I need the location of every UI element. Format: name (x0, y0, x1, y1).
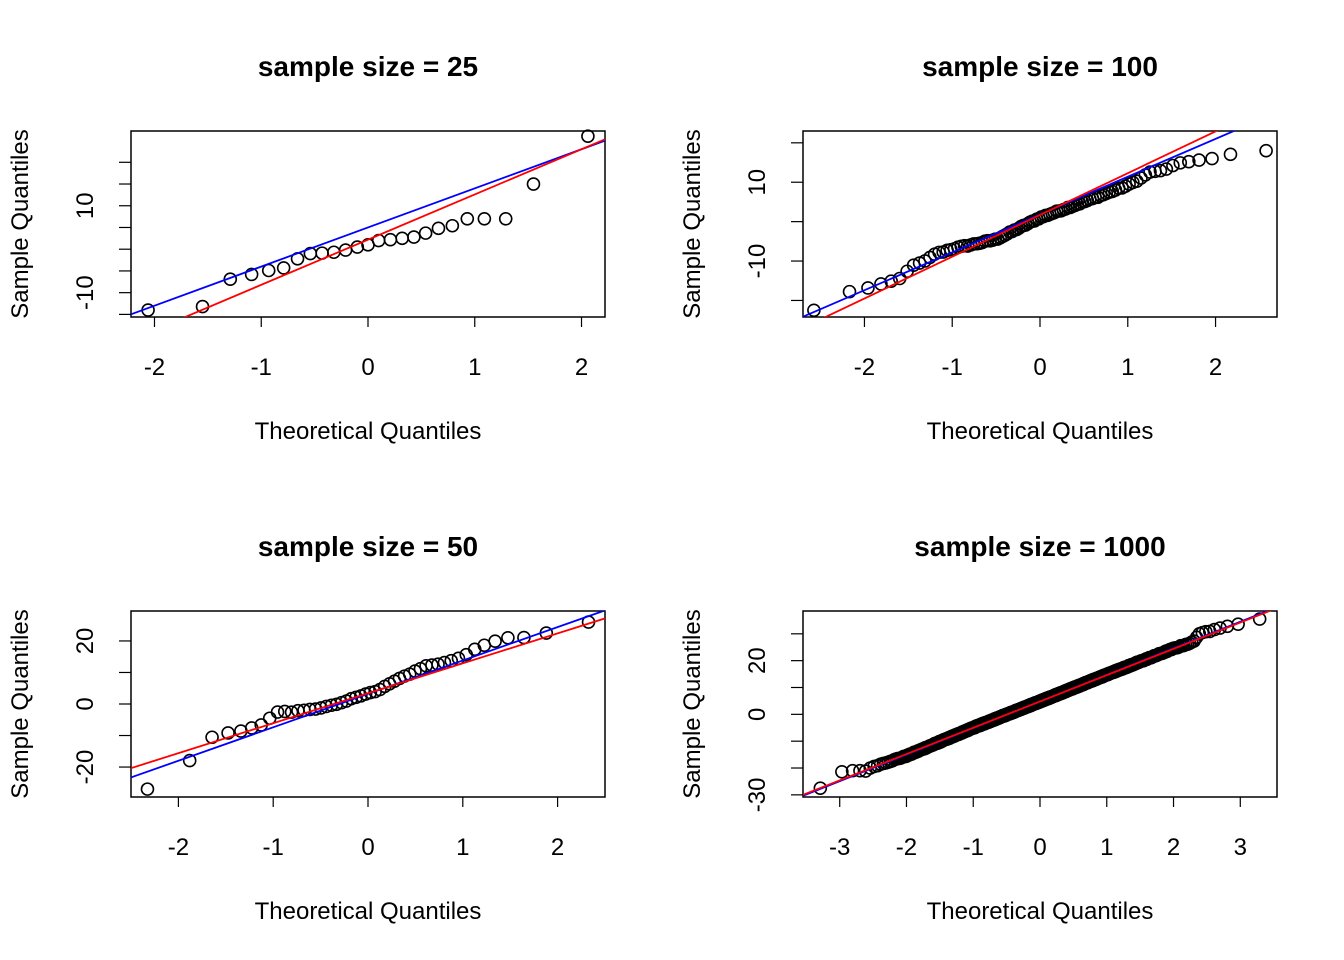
qq-panel-n100: sample size = 100 Theoretical Quantiles … (679, 51, 1278, 445)
data-point (140, 782, 155, 796)
x-tick-label: -2 (854, 354, 875, 381)
data-point (906, 258, 921, 273)
plot-frame (802, 130, 1278, 318)
data-point (1192, 153, 1206, 167)
data-point (498, 211, 513, 226)
x-tick-label: -3 (829, 834, 850, 861)
y-tick-label: -10 (72, 275, 99, 310)
red-line (823, 131, 1219, 317)
x-axis-label: Theoretical Quantiles (927, 898, 1154, 925)
data-point (445, 218, 460, 233)
y-tick-label: 0 (744, 708, 771, 721)
data-point (835, 764, 849, 779)
x-tick-label: 2 (551, 834, 564, 861)
data-point (581, 129, 595, 144)
data-point (182, 753, 197, 768)
data-point (861, 281, 875, 295)
x-axis-label: Theoretical Quantiles (255, 418, 482, 445)
data-point (526, 177, 541, 191)
plot-frame (802, 610, 1278, 798)
y-tick-label: 20 (72, 628, 99, 655)
x-tick-label: 1 (468, 354, 481, 381)
blue-line (131, 139, 605, 316)
y-axis-label: Sample Quantiles (7, 129, 34, 318)
y-tick-label: 20 (744, 647, 771, 674)
x-tick-label: -2 (144, 354, 165, 381)
data-point (813, 781, 828, 795)
y-tick-label: -20 (72, 750, 99, 785)
data-point (1199, 624, 1213, 639)
red-line (131, 617, 605, 770)
x-tick-label: 1 (1121, 354, 1134, 381)
data-point (1153, 163, 1168, 178)
x-tick-label: 2 (575, 354, 588, 381)
plot-frame (130, 130, 606, 318)
red-line (182, 138, 605, 317)
panel-title: sample size = 25 (258, 51, 478, 82)
data-point (277, 704, 292, 719)
data-point (276, 261, 291, 275)
y-tick-label: -10 (744, 244, 771, 279)
data-point (221, 726, 235, 740)
data-point (1223, 147, 1238, 162)
x-tick-label: -2 (896, 834, 917, 861)
data-point (1182, 154, 1196, 169)
x-tick-label: 0 (1033, 834, 1046, 861)
x-tick-label: -2 (168, 834, 189, 861)
data-point (431, 221, 446, 236)
data-point (1205, 151, 1219, 166)
x-tick-label: 0 (1033, 354, 1046, 381)
x-tick-label: 0 (361, 834, 374, 861)
x-tick-label: -1 (251, 354, 272, 381)
data-point (488, 634, 502, 648)
panel-title: sample size = 1000 (914, 531, 1165, 562)
data-point (363, 685, 378, 700)
x-tick-label: 2 (1167, 834, 1180, 861)
y-axis-label: Sample Quantiles (679, 609, 706, 798)
data-point (842, 284, 857, 299)
data-point (1166, 158, 1180, 173)
y-tick-label: 0 (72, 697, 99, 710)
y-tick-label: 10 (744, 169, 771, 196)
qq-panel-n50: sample size = 50 Theoretical Quantiles S… (7, 531, 606, 925)
sample-points (813, 612, 1267, 795)
qq-panel-n25: sample size = 25 Theoretical Quantiles S… (7, 51, 606, 445)
plot-frame (130, 610, 606, 798)
data-point (1220, 619, 1235, 634)
x-tick-label: 3 (1234, 834, 1247, 861)
red-line (803, 611, 1273, 796)
data-point (477, 211, 492, 226)
data-point (418, 226, 433, 240)
data-point (1159, 162, 1174, 176)
data-point (270, 705, 285, 719)
panel-title: sample size = 50 (258, 531, 478, 562)
data-point (431, 657, 445, 671)
x-axis-label: Theoretical Quantiles (255, 898, 482, 925)
data-point (244, 267, 259, 282)
data-point (460, 211, 475, 226)
data-point (1259, 143, 1273, 158)
data-point (1143, 165, 1157, 179)
y-axis-label: Sample Quantiles (679, 129, 706, 318)
x-tick-label: -1 (963, 834, 984, 861)
y-tick-label: 10 (72, 192, 99, 219)
x-axis-label: Theoretical Quantiles (927, 418, 1154, 445)
x-tick-label: 1 (456, 834, 469, 861)
qq-panel-n1000: sample size = 1000 Theoretical Quantiles… (679, 531, 1278, 925)
y-axis-label: Sample Quantiles (7, 609, 34, 798)
data-point (407, 230, 421, 244)
x-tick-label: 0 (361, 354, 374, 381)
x-tick-label: -1 (263, 834, 284, 861)
panel-title: sample size = 100 (922, 51, 1158, 82)
y-tick-label: -30 (744, 778, 771, 813)
data-point (1173, 156, 1188, 170)
x-tick-label: 2 (1209, 354, 1222, 381)
x-tick-label: 1 (1100, 834, 1113, 861)
x-tick-label: -1 (942, 354, 963, 381)
